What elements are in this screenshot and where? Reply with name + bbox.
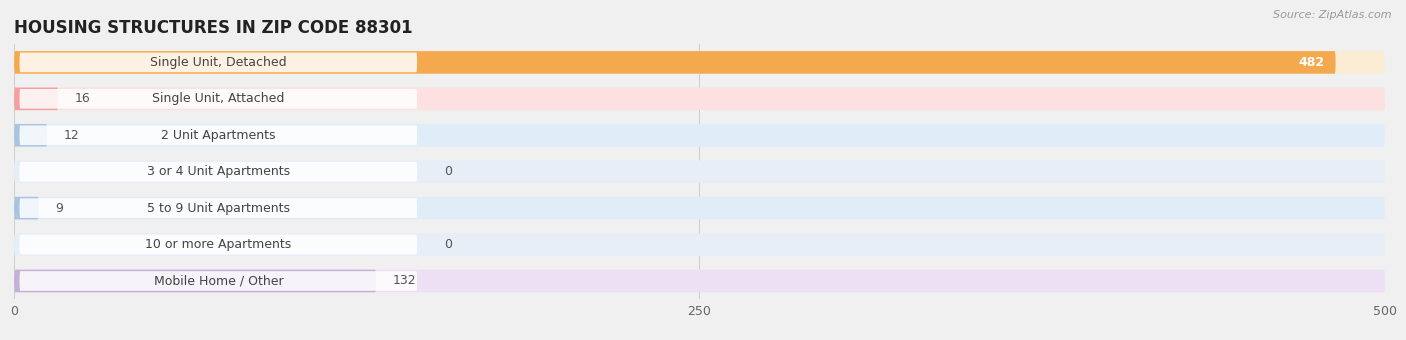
Text: 12: 12: [63, 129, 79, 142]
Text: 2 Unit Apartments: 2 Unit Apartments: [162, 129, 276, 142]
Text: HOUSING STRUCTURES IN ZIP CODE 88301: HOUSING STRUCTURES IN ZIP CODE 88301: [14, 19, 413, 37]
Text: 5 to 9 Unit Apartments: 5 to 9 Unit Apartments: [146, 202, 290, 215]
FancyBboxPatch shape: [14, 51, 1336, 74]
FancyBboxPatch shape: [14, 197, 39, 219]
Text: Single Unit, Attached: Single Unit, Attached: [152, 92, 284, 105]
FancyBboxPatch shape: [14, 233, 1385, 256]
FancyBboxPatch shape: [14, 88, 58, 110]
FancyBboxPatch shape: [20, 89, 418, 109]
FancyBboxPatch shape: [14, 270, 1385, 292]
FancyBboxPatch shape: [14, 51, 1385, 74]
Text: 132: 132: [392, 274, 416, 288]
Text: Single Unit, Detached: Single Unit, Detached: [150, 56, 287, 69]
FancyBboxPatch shape: [14, 160, 1385, 183]
Text: 482: 482: [1299, 56, 1324, 69]
FancyBboxPatch shape: [14, 88, 1385, 110]
FancyBboxPatch shape: [20, 125, 418, 145]
Text: Mobile Home / Other: Mobile Home / Other: [153, 274, 283, 288]
Text: 0: 0: [444, 165, 453, 178]
FancyBboxPatch shape: [20, 271, 418, 291]
Text: 16: 16: [75, 92, 90, 105]
FancyBboxPatch shape: [14, 270, 375, 292]
FancyBboxPatch shape: [20, 198, 418, 218]
Text: 10 or more Apartments: 10 or more Apartments: [145, 238, 291, 251]
Text: Source: ZipAtlas.com: Source: ZipAtlas.com: [1274, 10, 1392, 20]
FancyBboxPatch shape: [20, 162, 418, 182]
FancyBboxPatch shape: [20, 235, 418, 254]
FancyBboxPatch shape: [14, 197, 1385, 219]
Text: 9: 9: [55, 202, 63, 215]
FancyBboxPatch shape: [14, 124, 46, 147]
Text: 0: 0: [444, 238, 453, 251]
FancyBboxPatch shape: [14, 124, 1385, 147]
Text: 3 or 4 Unit Apartments: 3 or 4 Unit Apartments: [146, 165, 290, 178]
FancyBboxPatch shape: [20, 53, 418, 72]
